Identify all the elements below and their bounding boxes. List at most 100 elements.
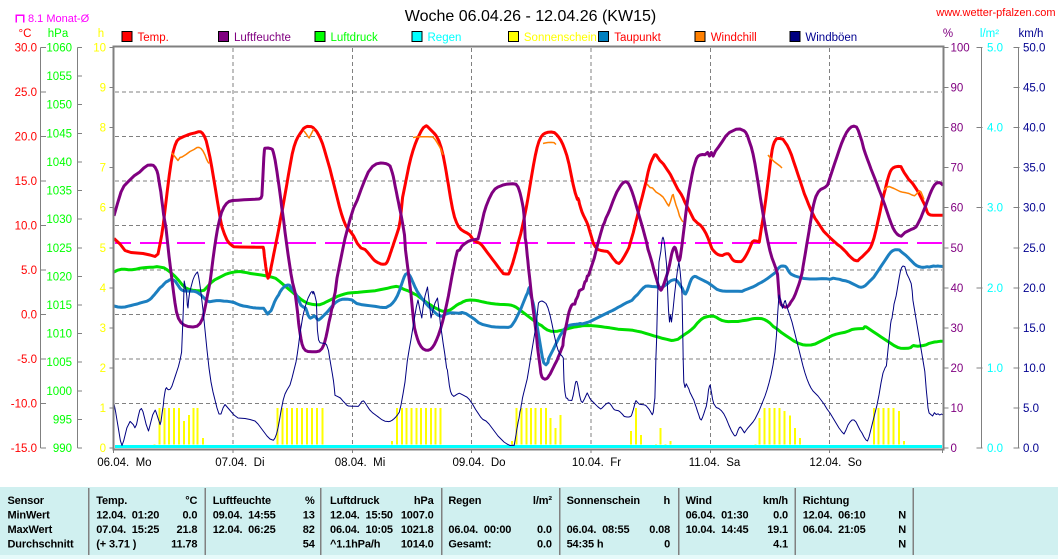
svg-text:0.0: 0.0 xyxy=(537,524,552,536)
svg-text:(+ 3.71 ): (+ 3.71 ) xyxy=(96,539,136,551)
svg-text:Sensor: Sensor xyxy=(8,495,45,507)
svg-text:10.0: 10.0 xyxy=(1023,363,1045,375)
svg-text:10: 10 xyxy=(93,43,106,55)
svg-text:15.0: 15.0 xyxy=(1023,323,1045,335)
svg-text:06.04. 08:55: 06.04. 08:55 xyxy=(567,524,630,536)
svg-text:Temp.: Temp. xyxy=(96,495,127,507)
svg-text:h: h xyxy=(98,28,104,40)
svg-text:%: % xyxy=(943,28,953,40)
svg-text:N: N xyxy=(898,524,906,536)
svg-text:1055: 1055 xyxy=(46,71,72,83)
svg-text:1021.8: 1021.8 xyxy=(401,524,434,536)
svg-text:l/m²: l/m² xyxy=(980,28,999,40)
svg-text:06.04. 21:05: 06.04. 21:05 xyxy=(803,524,866,536)
svg-text:3: 3 xyxy=(100,323,106,335)
svg-text:Windböen: Windböen xyxy=(805,32,857,44)
svg-text:%: % xyxy=(305,495,315,507)
svg-text:09.04. Do: 09.04. Do xyxy=(452,457,505,469)
svg-text:°C: °C xyxy=(185,495,197,507)
svg-text:0: 0 xyxy=(664,539,670,551)
svg-text:km/h: km/h xyxy=(1019,28,1044,40)
svg-text:1005: 1005 xyxy=(46,357,72,369)
svg-text:h: h xyxy=(664,495,671,507)
svg-text:-15.0: -15.0 xyxy=(11,443,37,455)
svg-text:990: 990 xyxy=(53,443,72,455)
svg-text:19.1: 19.1 xyxy=(767,524,788,536)
svg-text:54: 54 xyxy=(303,539,316,551)
svg-text:1: 1 xyxy=(100,403,106,415)
svg-text:MaxWert: MaxWert xyxy=(8,524,53,536)
svg-text:Windchill: Windchill xyxy=(711,32,757,44)
svg-text:1040: 1040 xyxy=(46,157,72,169)
svg-text:07.04. 15:25: 07.04. 15:25 xyxy=(96,524,159,536)
svg-text:10.0: 10.0 xyxy=(15,221,37,233)
svg-text:06.04. 10:05: 06.04. 10:05 xyxy=(330,524,393,536)
svg-text:12.04. So: 12.04. So xyxy=(809,457,861,469)
svg-text:1020: 1020 xyxy=(46,271,72,283)
svg-text:1007.0: 1007.0 xyxy=(401,510,434,522)
svg-text:4.1: 4.1 xyxy=(773,539,788,551)
svg-text:82: 82 xyxy=(303,524,315,536)
svg-text:0.0: 0.0 xyxy=(1023,443,1039,455)
svg-text:11.04. Sa: 11.04. Sa xyxy=(689,457,741,469)
svg-text:20.0: 20.0 xyxy=(15,132,37,144)
svg-text:90: 90 xyxy=(951,83,964,95)
svg-text:40: 40 xyxy=(951,283,964,295)
svg-text:Sonnenschein: Sonnenschein xyxy=(567,495,641,507)
svg-text:12.04. 06:10: 12.04. 06:10 xyxy=(803,510,866,522)
svg-text:50: 50 xyxy=(951,243,964,255)
svg-text:30: 30 xyxy=(951,323,964,335)
svg-text:5.0: 5.0 xyxy=(987,43,1003,55)
svg-text:80: 80 xyxy=(951,123,964,135)
svg-text:12.04. 01:20: 12.04. 01:20 xyxy=(96,510,159,522)
svg-text:0: 0 xyxy=(951,443,957,455)
svg-text:06.04. 01:30: 06.04. 01:30 xyxy=(686,510,749,522)
svg-text:35.0: 35.0 xyxy=(1023,163,1045,175)
svg-text:Woche 06.04.26 - 12.04.26 (KW1: Woche 06.04.26 - 12.04.26 (KW15) xyxy=(405,8,656,25)
svg-text:N: N xyxy=(898,539,906,551)
svg-text:8.1 Monat-Ø: 8.1 Monat-Ø xyxy=(28,13,90,25)
svg-text:hPa: hPa xyxy=(48,28,69,40)
svg-text:Durchschnitt: Durchschnitt xyxy=(8,539,75,551)
svg-text:4: 4 xyxy=(100,283,107,295)
svg-text:Gesamt:: Gesamt: xyxy=(448,539,491,551)
svg-text:54:35 h: 54:35 h xyxy=(567,539,604,551)
svg-text:10: 10 xyxy=(951,403,964,415)
svg-text:11.78: 11.78 xyxy=(171,539,197,551)
svg-text:6: 6 xyxy=(100,203,106,215)
svg-text:1045: 1045 xyxy=(46,128,72,140)
svg-text:l/m²: l/m² xyxy=(533,495,552,507)
svg-text:70: 70 xyxy=(951,163,964,175)
svg-text:Sonnenschein: Sonnenschein xyxy=(524,32,597,44)
svg-text:1035: 1035 xyxy=(46,186,72,198)
svg-text:1014.0: 1014.0 xyxy=(401,539,434,551)
svg-text:Richtung: Richtung xyxy=(803,495,849,507)
svg-text:-5.0: -5.0 xyxy=(17,354,37,366)
svg-text:30.0: 30.0 xyxy=(1023,203,1045,215)
svg-text:2: 2 xyxy=(100,363,106,375)
svg-text:0.0: 0.0 xyxy=(773,510,788,522)
svg-text:Temp.: Temp. xyxy=(138,32,169,44)
svg-text:12.04. 15:50: 12.04. 15:50 xyxy=(330,510,393,522)
svg-text:1060: 1060 xyxy=(46,43,72,55)
svg-text:Luftdruck: Luftdruck xyxy=(331,32,379,44)
svg-text:10.04. 14:45: 10.04. 14:45 xyxy=(686,524,749,536)
svg-text:°C: °C xyxy=(19,28,32,40)
svg-text:5.0: 5.0 xyxy=(21,265,37,277)
svg-text:3.0: 3.0 xyxy=(987,203,1003,215)
svg-text:9: 9 xyxy=(100,83,106,95)
svg-text:06.04. 00:00: 06.04. 00:00 xyxy=(448,524,511,536)
svg-text:1025: 1025 xyxy=(46,243,72,255)
svg-text:hPa: hPa xyxy=(414,495,435,507)
svg-text:5: 5 xyxy=(100,243,106,255)
svg-text:1030: 1030 xyxy=(46,214,72,226)
svg-text:25.0: 25.0 xyxy=(15,87,37,99)
svg-text:Regen: Regen xyxy=(428,32,462,44)
svg-text:1010: 1010 xyxy=(46,329,72,341)
svg-text:0.0: 0.0 xyxy=(182,510,197,522)
svg-text:^1.1hPa/h: ^1.1hPa/h xyxy=(330,539,381,551)
svg-text:Luftfeuchte: Luftfeuchte xyxy=(213,495,271,507)
svg-text:10.04. Fr: 10.04. Fr xyxy=(572,457,621,469)
svg-text:13: 13 xyxy=(303,510,315,522)
svg-text:0.0: 0.0 xyxy=(21,310,37,322)
